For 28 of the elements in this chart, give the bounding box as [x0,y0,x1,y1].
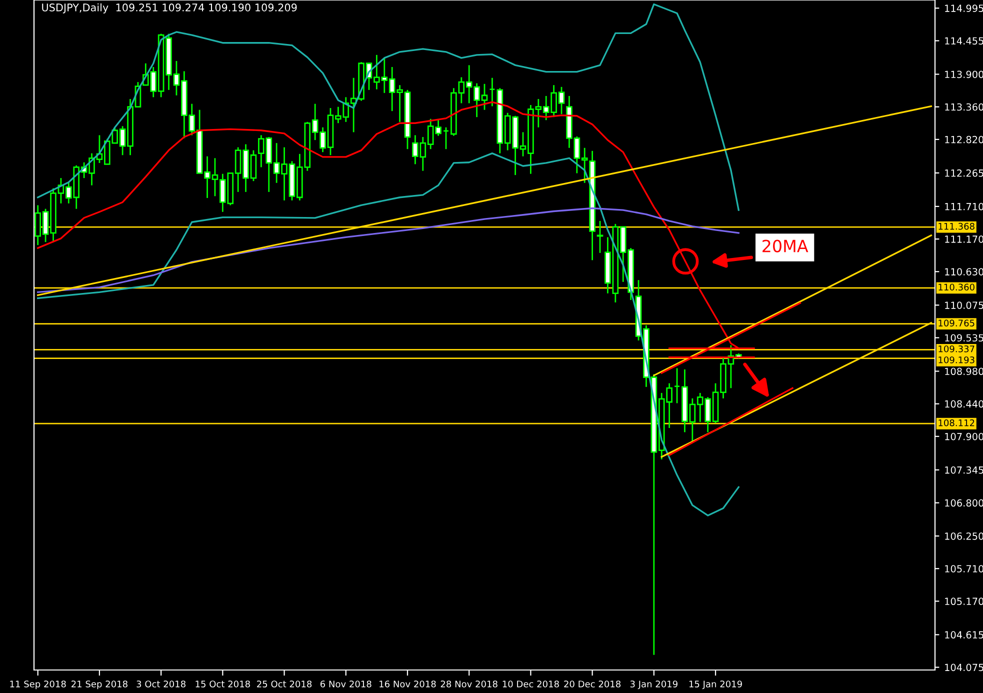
x-tick-label: 25 Oct 2018 [257,680,312,688]
y-tick-label: 110.075 [945,302,983,309]
y-tick-label: 107.345 [945,466,983,474]
x-tick-label: 20 Dec 2018 [564,680,621,688]
x-tick-label: 15 Oct 2018 [196,680,250,688]
ref-line-label: 109.765 [938,320,974,326]
x-tick-label: 10 Dec 2018 [502,680,559,688]
x-tick-label: 16 Nov 2018 [380,680,436,688]
ref-line-label: 111.368 [938,222,974,230]
x-tick-label: 3 Oct 2018 [136,680,186,688]
x-tick-label: 28 Nov 2018 [440,680,498,688]
y-tick-label: 104.615 [945,631,983,639]
ref-line-label: 108.112 [938,419,974,426]
y-tick-label: 114.455 [945,37,983,45]
x-tick-label: 6 Nov 2018 [320,680,372,688]
ref-line-label: 109.193 [938,356,974,364]
chart-title: USDJPY,Daily 109.251 109.274 109.190 109.209 [42,3,297,14]
x-tick-label: 11 Sep 2018 [10,680,66,690]
y-tick-label: 112.265 [945,169,983,177]
y-tick-label: 109.535 [945,334,983,342]
x-tick-label: 3 Jan 2019 [630,680,678,690]
ref-line-label: 109.337 [938,345,974,352]
x-tick-label: 15 Jan 2019 [689,680,742,690]
y-tick-label: 104.075 [945,664,983,672]
x-tick-label: 21 Sep 2018 [72,680,128,690]
ref-line-label: 110.360 [938,284,974,291]
y-tick-label: 114.995 [945,4,983,12]
annotation: 20MA [762,240,808,252]
